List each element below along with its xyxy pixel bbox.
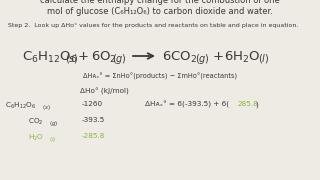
Text: 285.8: 285.8 [237, 101, 258, 107]
Text: $(g)$: $(g)$ [49, 119, 58, 128]
Text: $(l)$: $(l)$ [258, 52, 269, 65]
Text: ΔHᴏ° (kJ/mol): ΔHᴏ° (kJ/mol) [80, 88, 129, 95]
Text: $\mathregular{6O_2}$: $\mathregular{6O_2}$ [91, 50, 117, 65]
Text: $(s)$: $(s)$ [42, 103, 51, 112]
Text: $\mathregular{6H_2O}$: $\mathregular{6H_2O}$ [224, 50, 260, 65]
Text: ΔHᴀₓ° = 6(-393.5) + 6(: ΔHᴀₓ° = 6(-393.5) + 6( [145, 101, 229, 108]
Text: -1260: -1260 [82, 101, 103, 107]
Text: $(g)$: $(g)$ [112, 52, 127, 66]
Text: calculate the enthalpy change for the combustion of one: calculate the enthalpy change for the co… [40, 0, 280, 5]
Text: ΔHᴀₓ° = ΣnHᴏ°(products) − ΣmHᴏ°(reactants): ΔHᴀₓ° = ΣnHᴏ°(products) − ΣmHᴏ°(reactant… [83, 73, 237, 80]
Text: $\mathregular{CO_2}$: $\mathregular{CO_2}$ [28, 117, 44, 127]
Text: Step 2.  Look up ΔHᴏ° values for the products and reactants on table and place i: Step 2. Look up ΔHᴏ° values for the prod… [8, 23, 298, 28]
Text: +: + [213, 50, 224, 63]
Text: $\mathregular{6CO_2}$: $\mathregular{6CO_2}$ [162, 50, 197, 65]
Text: mol of glucose (C₆H₁₂O₆) to carbon dioxide and water.: mol of glucose (C₆H₁₂O₆) to carbon dioxi… [47, 7, 273, 16]
Text: $\mathregular{C_6H_{12}O_{6}}$: $\mathregular{C_6H_{12}O_{6}}$ [22, 50, 78, 65]
Text: $(s)$: $(s)$ [65, 52, 79, 65]
Text: $(g)$: $(g)$ [195, 52, 210, 66]
Text: ): ) [255, 101, 258, 107]
Text: -285.8: -285.8 [82, 133, 105, 139]
Text: $\mathregular{C_6H_{12}O_{6}}$: $\mathregular{C_6H_{12}O_{6}}$ [5, 101, 36, 111]
Text: $(l)$: $(l)$ [49, 135, 56, 144]
Text: +: + [78, 50, 89, 63]
Text: -393.5: -393.5 [82, 117, 105, 123]
Text: $\mathregular{H_2O}$: $\mathregular{H_2O}$ [28, 133, 44, 143]
